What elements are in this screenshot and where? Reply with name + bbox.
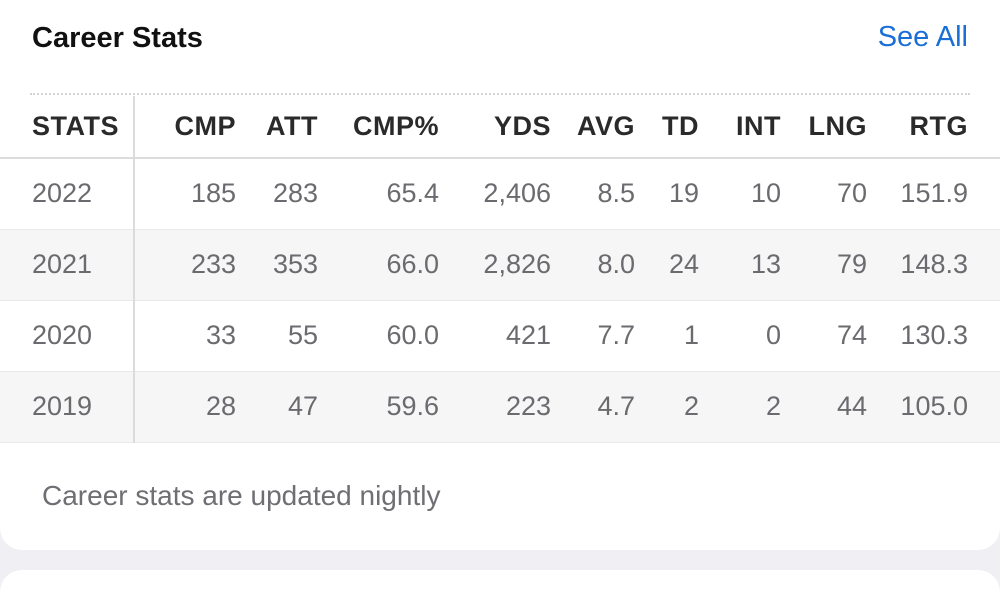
col-header-stats: STATS [0, 96, 135, 159]
cmp-pct-cell: 66.0 [318, 229, 439, 301]
rtg-cell: 148.3 [867, 229, 1000, 301]
cmp-cell: 33 [134, 300, 236, 372]
table-row: 2022 185 283 65.4 2,406 8.5 19 10 70 151… [0, 158, 1000, 230]
lng-cell: 74 [781, 300, 867, 372]
lng-cell: 79 [781, 229, 867, 301]
career-stats-card: Career Stats See All STATS CMP ATT CMP% … [0, 0, 1000, 550]
col-header-lng: LNG [781, 96, 867, 159]
avg-cell: 4.7 [551, 371, 635, 443]
see-all-link[interactable]: See All [877, 21, 968, 53]
card-title: Career Stats [32, 22, 203, 54]
season-cell: 2019 [0, 371, 135, 443]
table-row: 2021 233 353 66.0 2,826 8.0 24 13 79 148… [0, 229, 1000, 301]
avg-cell: 8.0 [551, 229, 635, 301]
season-cell: 2020 [0, 300, 135, 372]
lng-cell: 44 [781, 371, 867, 443]
yds-cell: 2,406 [439, 158, 551, 230]
rtg-cell: 105.0 [867, 371, 1000, 443]
int-cell: 2 [699, 371, 781, 443]
col-header-cmp: CMP [134, 96, 236, 159]
cmp-cell: 28 [134, 371, 236, 443]
col-header-yds: YDS [439, 96, 551, 159]
rtg-cell: 151.9 [867, 158, 1000, 230]
int-cell: 10 [699, 158, 781, 230]
table-row: 2020 33 55 60.0 421 7.7 1 0 74 130.3 [0, 300, 1000, 372]
yds-cell: 421 [439, 300, 551, 372]
col-header-td: TD [635, 96, 699, 159]
yds-cell: 223 [439, 371, 551, 443]
int-cell: 13 [699, 229, 781, 301]
career-stats-table: STATS CMP ATT CMP% YDS AVG TD INT LNG RT… [0, 96, 1000, 443]
season-cell: 2022 [0, 158, 135, 230]
td-cell: 19 [635, 158, 699, 230]
col-header-avg: AVG [551, 96, 635, 159]
avg-cell: 7.7 [551, 300, 635, 372]
footer-note: Career stats are updated nightly [42, 480, 441, 511]
att-cell: 55 [236, 300, 318, 372]
att-cell: 47 [236, 371, 318, 443]
cmp-pct-cell: 65.4 [318, 158, 439, 230]
rtg-cell: 130.3 [867, 300, 1000, 372]
next-card-edge [0, 570, 1000, 610]
header-divider [30, 93, 970, 95]
td-cell: 1 [635, 300, 699, 372]
col-header-rtg: RTG [867, 96, 1000, 159]
col-header-att: ATT [236, 96, 318, 159]
avg-cell: 8.5 [551, 158, 635, 230]
lng-cell: 70 [781, 158, 867, 230]
att-cell: 283 [236, 158, 318, 230]
card-header: Career Stats See All [0, 0, 1000, 96]
att-cell: 353 [236, 229, 318, 301]
table-row: 2019 28 47 59.6 223 4.7 2 2 44 105.0 [0, 371, 1000, 443]
int-cell: 0 [699, 300, 781, 372]
cmp-cell: 185 [134, 158, 236, 230]
table-header-row: STATS CMP ATT CMP% YDS AVG TD INT LNG RT… [0, 96, 1000, 159]
col-header-int: INT [699, 96, 781, 159]
td-cell: 24 [635, 229, 699, 301]
season-cell: 2021 [0, 229, 135, 301]
cmp-pct-cell: 60.0 [318, 300, 439, 372]
col-header-cmp-pct: CMP% [318, 96, 439, 159]
cmp-pct-cell: 59.6 [318, 371, 439, 443]
yds-cell: 2,826 [439, 229, 551, 301]
cmp-cell: 233 [134, 229, 236, 301]
td-cell: 2 [635, 371, 699, 443]
